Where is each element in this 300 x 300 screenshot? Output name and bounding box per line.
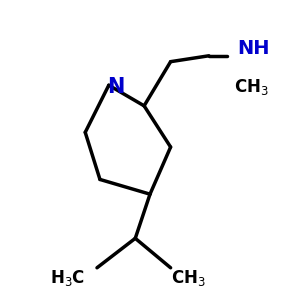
Text: CH$_3$: CH$_3$ <box>234 77 269 97</box>
Text: CH$_3$: CH$_3$ <box>171 268 206 288</box>
Text: NH: NH <box>237 39 269 58</box>
Text: N: N <box>107 77 125 97</box>
Text: H$_3$C: H$_3$C <box>50 268 85 288</box>
